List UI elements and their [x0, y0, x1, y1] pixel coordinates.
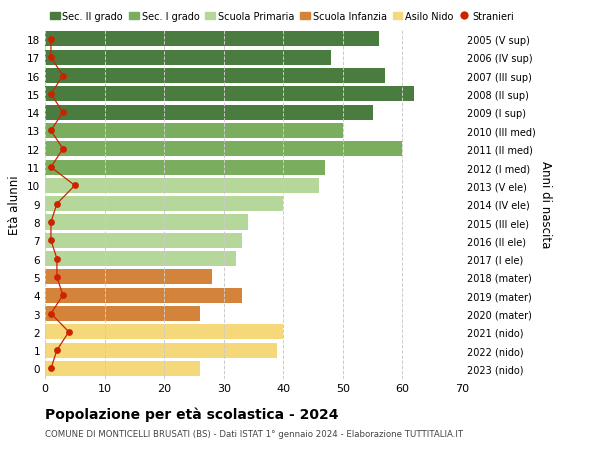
Point: [58, 73, 68, 80]
Bar: [45, 124, 343, 139]
Point: [46, 310, 56, 318]
Y-axis label: Età alunni: Età alunni: [8, 174, 22, 234]
Bar: [45, 233, 242, 248]
Point: [52, 274, 62, 281]
Bar: [45, 252, 236, 267]
Point: [70, 182, 80, 190]
Bar: [45, 87, 415, 102]
Point: [46, 237, 56, 245]
Point: [58, 146, 68, 153]
Bar: [45, 288, 242, 303]
Text: COMUNE DI MONTICELLI BRUSATI (BS) - Dati ISTAT 1° gennaio 2024 - Elaborazione TU: COMUNE DI MONTICELLI BRUSATI (BS) - Dati…: [45, 429, 463, 438]
Bar: [45, 50, 331, 66]
Bar: [45, 106, 373, 120]
Point: [64, 329, 74, 336]
Bar: [45, 197, 283, 212]
Bar: [45, 69, 385, 84]
Bar: [45, 270, 212, 285]
Bar: [45, 179, 319, 194]
Point: [46, 164, 56, 171]
Bar: [45, 215, 248, 230]
Bar: [45, 142, 403, 157]
Point: [58, 292, 68, 299]
Point: [52, 347, 62, 354]
Point: [58, 109, 68, 117]
Bar: [45, 306, 200, 321]
Point: [46, 55, 56, 62]
Point: [46, 91, 56, 98]
Legend: Sec. II grado, Sec. I grado, Scuola Primaria, Scuola Infanzia, Asilo Nido, Stran: Sec. II grado, Sec. I grado, Scuola Prim…: [50, 11, 514, 22]
Bar: [45, 361, 200, 376]
Text: Popolazione per età scolastica - 2024: Popolazione per età scolastica - 2024: [45, 406, 338, 421]
Bar: [45, 33, 379, 47]
Bar: [45, 325, 283, 340]
Point: [46, 36, 56, 44]
Point: [46, 219, 56, 226]
Point: [52, 201, 62, 208]
Bar: [45, 343, 277, 358]
Y-axis label: Anni di nascita: Anni di nascita: [539, 161, 552, 248]
Point: [52, 255, 62, 263]
Bar: [45, 160, 325, 175]
Point: [46, 128, 56, 135]
Point: [46, 365, 56, 372]
